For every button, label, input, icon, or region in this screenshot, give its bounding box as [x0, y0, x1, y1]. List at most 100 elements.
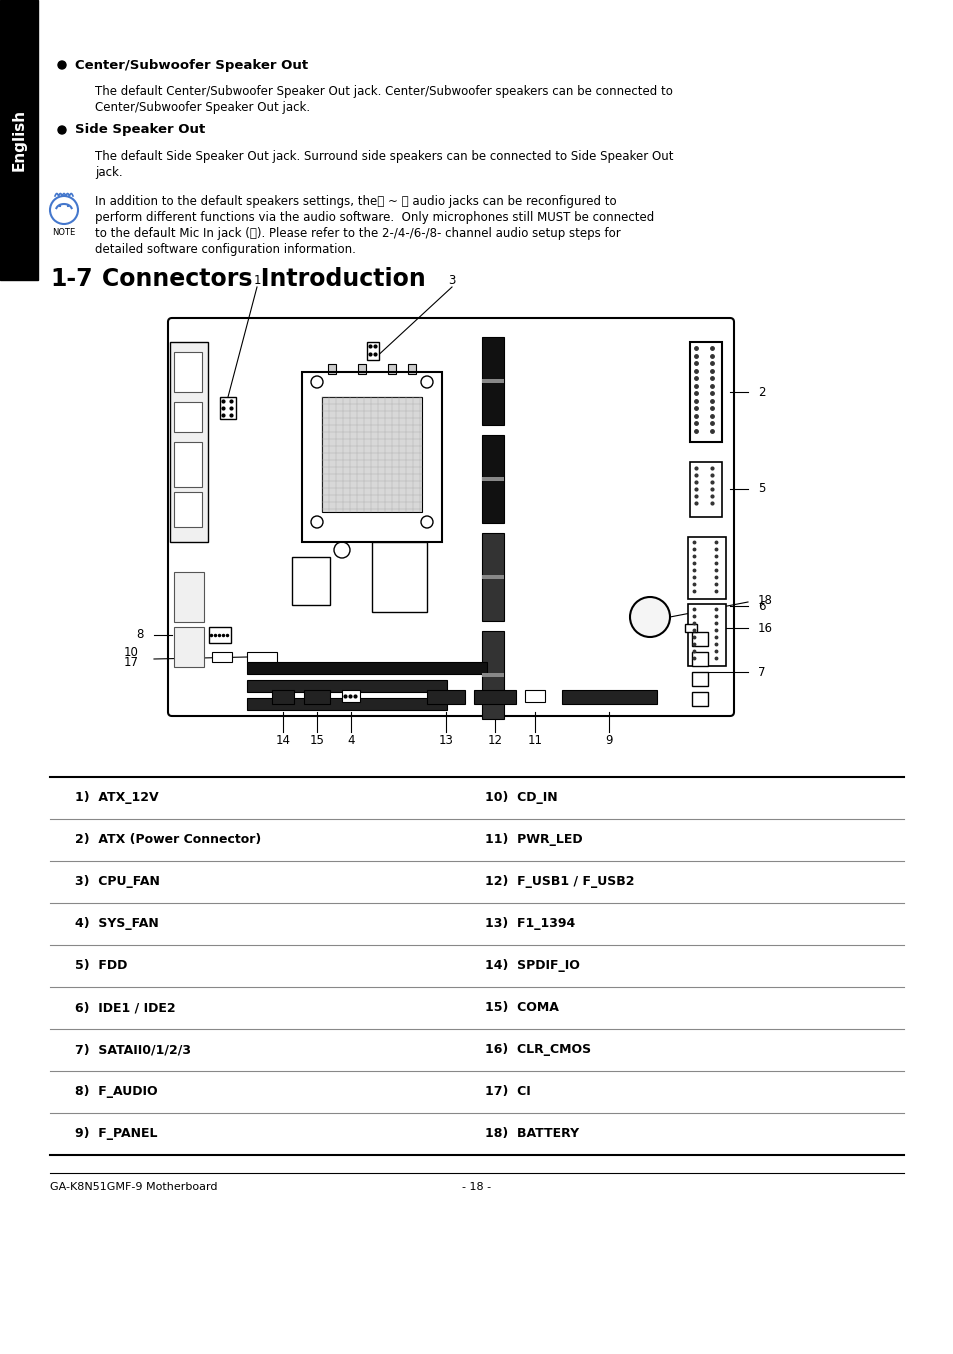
Text: 12)  F_USB1 / F_USB2: 12) F_USB1 / F_USB2 — [484, 876, 634, 888]
Text: 5: 5 — [758, 482, 764, 496]
Bar — [684, 624, 697, 632]
Bar — [408, 364, 416, 374]
Text: 17: 17 — [124, 655, 139, 669]
Bar — [173, 627, 204, 668]
Bar — [173, 441, 202, 487]
Bar — [322, 397, 421, 512]
Text: 18: 18 — [758, 593, 772, 607]
Bar — [357, 364, 366, 374]
Bar — [220, 397, 235, 418]
Bar — [427, 691, 464, 704]
Text: 9)  F_PANEL: 9) F_PANEL — [75, 1128, 157, 1140]
Bar — [524, 691, 544, 701]
Circle shape — [58, 126, 66, 134]
Text: 10)  CD_IN: 10) CD_IN — [484, 792, 558, 804]
Text: 10: 10 — [124, 646, 139, 658]
Text: 2)  ATX (Power Connector): 2) ATX (Power Connector) — [75, 834, 261, 846]
Text: 8)  F_AUDIO: 8) F_AUDIO — [75, 1086, 157, 1098]
Bar — [691, 672, 707, 686]
Bar — [173, 492, 202, 527]
Bar — [212, 653, 232, 662]
Bar — [272, 691, 294, 704]
Bar — [173, 571, 204, 621]
Text: 3)  CPU_FAN: 3) CPU_FAN — [75, 876, 160, 888]
Bar — [481, 631, 503, 719]
Bar — [302, 372, 441, 542]
Bar — [170, 343, 208, 542]
Bar — [341, 691, 359, 701]
Text: 1-7: 1-7 — [50, 267, 92, 291]
Text: 3: 3 — [448, 274, 456, 287]
Text: 15: 15 — [309, 734, 324, 746]
Text: 16: 16 — [758, 621, 772, 635]
Text: detailed software configuration information.: detailed software configuration informat… — [95, 242, 355, 256]
Bar — [367, 343, 378, 360]
Bar — [561, 691, 657, 704]
Bar — [481, 575, 503, 580]
Bar — [481, 673, 503, 677]
Bar — [691, 632, 707, 646]
Bar — [481, 477, 503, 481]
Bar — [691, 653, 707, 666]
Text: 7: 7 — [758, 666, 764, 678]
Text: 1: 1 — [253, 274, 260, 287]
Text: to the default Mic In jack (⒦). Please refer to the 2-/4-/6-/8- channel audio se: to the default Mic In jack (⒦). Please r… — [95, 227, 620, 240]
Text: jack.: jack. — [95, 167, 123, 179]
Text: 9: 9 — [604, 734, 612, 746]
Text: 14: 14 — [275, 734, 291, 746]
Bar — [0, 0, 38, 280]
Text: 13: 13 — [438, 734, 453, 746]
Text: English: English — [11, 108, 27, 171]
Text: GA-K8N51GMF-9 Motherboard: GA-K8N51GMF-9 Motherboard — [50, 1182, 217, 1192]
Text: 18)  BATTERY: 18) BATTERY — [484, 1128, 578, 1140]
Bar — [173, 402, 202, 432]
Circle shape — [629, 597, 669, 636]
Text: perform different functions via the audio software.  Only microphones still MUST: perform different functions via the audi… — [95, 211, 654, 223]
Text: NOTE: NOTE — [52, 227, 75, 237]
Bar — [689, 343, 721, 441]
Text: 5)  FDD: 5) FDD — [75, 960, 128, 972]
Text: - 18 -: - 18 - — [462, 1182, 491, 1192]
Bar — [247, 680, 447, 692]
Text: The default Side Speaker Out jack. Surround side speakers can be connected to Si: The default Side Speaker Out jack. Surro… — [95, 150, 673, 162]
Bar — [209, 627, 231, 643]
Bar — [247, 653, 276, 662]
Bar — [481, 533, 503, 621]
Bar — [372, 542, 427, 612]
Bar — [304, 691, 330, 704]
Bar — [481, 337, 503, 425]
Bar — [292, 556, 330, 605]
Bar — [481, 379, 503, 383]
Text: 11)  PWR_LED: 11) PWR_LED — [484, 834, 582, 846]
Text: The default Center/Subwoofer Speaker Out jack. Center/Subwoofer speakers can be : The default Center/Subwoofer Speaker Out… — [95, 85, 672, 97]
Bar — [328, 364, 335, 374]
Text: 6)  IDE1 / IDE2: 6) IDE1 / IDE2 — [75, 1002, 175, 1014]
Bar — [691, 692, 707, 705]
Text: 13)  F1_1394: 13) F1_1394 — [484, 918, 575, 930]
Text: 2: 2 — [758, 386, 764, 398]
Text: Center/Subwoofer Speaker Out jack.: Center/Subwoofer Speaker Out jack. — [95, 102, 310, 114]
Text: Connectors Introduction: Connectors Introduction — [102, 267, 425, 291]
Text: 16)  CLR_CMOS: 16) CLR_CMOS — [484, 1044, 591, 1056]
Text: 7)  SATAII0/1/2/3: 7) SATAII0/1/2/3 — [75, 1044, 191, 1056]
Bar — [481, 435, 503, 523]
Text: 1)  ATX_12V: 1) ATX_12V — [75, 792, 158, 804]
Text: 14)  SPDIF_IO: 14) SPDIF_IO — [484, 960, 579, 972]
Text: Side Speaker Out: Side Speaker Out — [75, 123, 205, 137]
Bar — [689, 462, 721, 517]
Text: 4: 4 — [347, 734, 355, 746]
Bar — [247, 699, 447, 709]
Text: 12: 12 — [487, 734, 502, 746]
Bar — [687, 538, 725, 598]
Text: Center/Subwoofer Speaker Out: Center/Subwoofer Speaker Out — [75, 58, 308, 72]
Bar — [173, 352, 202, 393]
Bar — [388, 364, 395, 374]
Text: 11: 11 — [527, 734, 542, 746]
Bar — [247, 662, 486, 674]
Text: 4)  SYS_FAN: 4) SYS_FAN — [75, 918, 158, 930]
Text: 8: 8 — [136, 628, 144, 642]
Bar — [687, 604, 725, 666]
Text: 6: 6 — [758, 600, 764, 612]
Text: 17)  CI: 17) CI — [484, 1086, 530, 1098]
Circle shape — [58, 61, 66, 69]
